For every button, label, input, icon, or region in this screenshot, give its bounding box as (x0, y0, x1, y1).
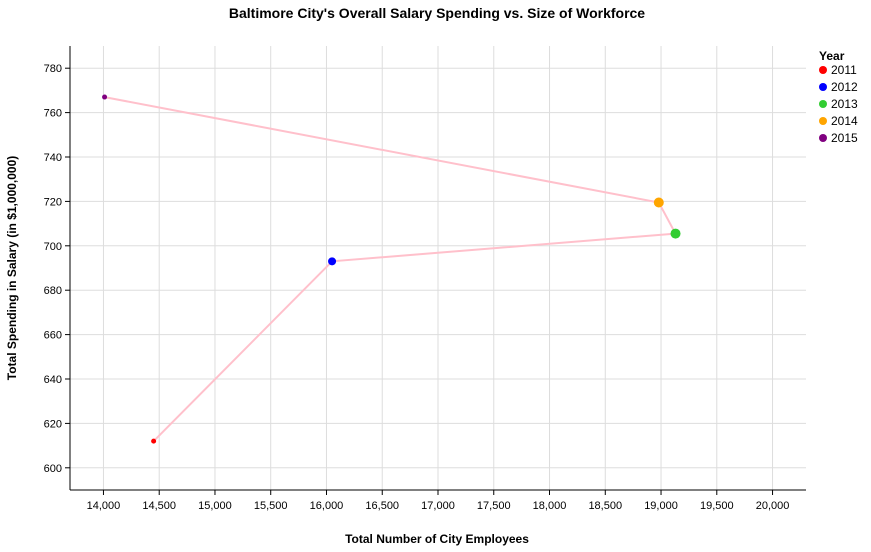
grid (70, 46, 806, 490)
data-points (102, 94, 681, 444)
x-tick-label: 18,500 (588, 500, 622, 512)
data-point-2011 (151, 438, 157, 444)
x-axis-title: Total Number of City Employees (345, 532, 529, 546)
legend-label-2011: 2011 (831, 63, 857, 77)
legend-swatch-2015 (819, 134, 827, 142)
legend: Year 2011 2012 2013 2014 2015 (819, 49, 858, 145)
x-tick-label: 19,500 (700, 500, 734, 512)
x-tick-label: 18,000 (533, 500, 567, 512)
y-tick-label: 680 (44, 285, 62, 297)
legend-swatch-2014 (819, 117, 827, 125)
legend-swatch-2012 (819, 83, 827, 91)
y-tick-label: 760 (44, 108, 62, 120)
y-tick-label: 660 (44, 330, 62, 342)
connecting-line (104, 96, 678, 442)
x-tick-label: 16,000 (310, 500, 344, 512)
chart-title: Baltimore City's Overall Salary Spending… (229, 5, 645, 21)
legend-label-2013: 2013 (831, 97, 858, 111)
legend-swatch-2013 (819, 100, 827, 108)
x-tick-label: 19,000 (644, 500, 678, 512)
data-point-2013 (670, 228, 681, 239)
series-line (104, 96, 678, 442)
y-tick-label: 780 (44, 63, 62, 75)
x-tick-label: 15,000 (198, 500, 232, 512)
y-tick-label: 720 (44, 196, 62, 208)
data-point-2014 (653, 197, 664, 208)
axes: 14,000 14,500 15,000 15,500 16,000 16,500 17,0… (44, 46, 806, 512)
x-tick-label: 14,000 (87, 500, 121, 512)
x-tick-label: 14,500 (142, 500, 176, 512)
x-tick-label: 17,000 (421, 500, 455, 512)
x-tick-label: 15,500 (254, 500, 288, 512)
y-tick-label: 600 (44, 463, 62, 475)
y-tick-label: 620 (44, 418, 62, 430)
x-tick-label: 16,500 (365, 500, 399, 512)
legend-label-2014: 2014 (831, 114, 858, 128)
data-point-2015 (102, 94, 108, 100)
legend-label-2012: 2012 (831, 80, 858, 94)
data-point-2012 (328, 257, 337, 266)
y-tick-label: 700 (44, 241, 62, 253)
legend-title: Year (819, 49, 845, 63)
x-tick-label: 20,000 (756, 500, 790, 512)
legend-swatch-2011 (819, 66, 827, 74)
y-tick-label: 640 (44, 374, 62, 386)
y-tick-label: 740 (44, 152, 62, 164)
x-tick-label: 17,500 (477, 500, 511, 512)
y-axis-title: Total Spending in Salary (in $1,000,000) (5, 156, 19, 381)
legend-label-2015: 2015 (831, 131, 858, 145)
